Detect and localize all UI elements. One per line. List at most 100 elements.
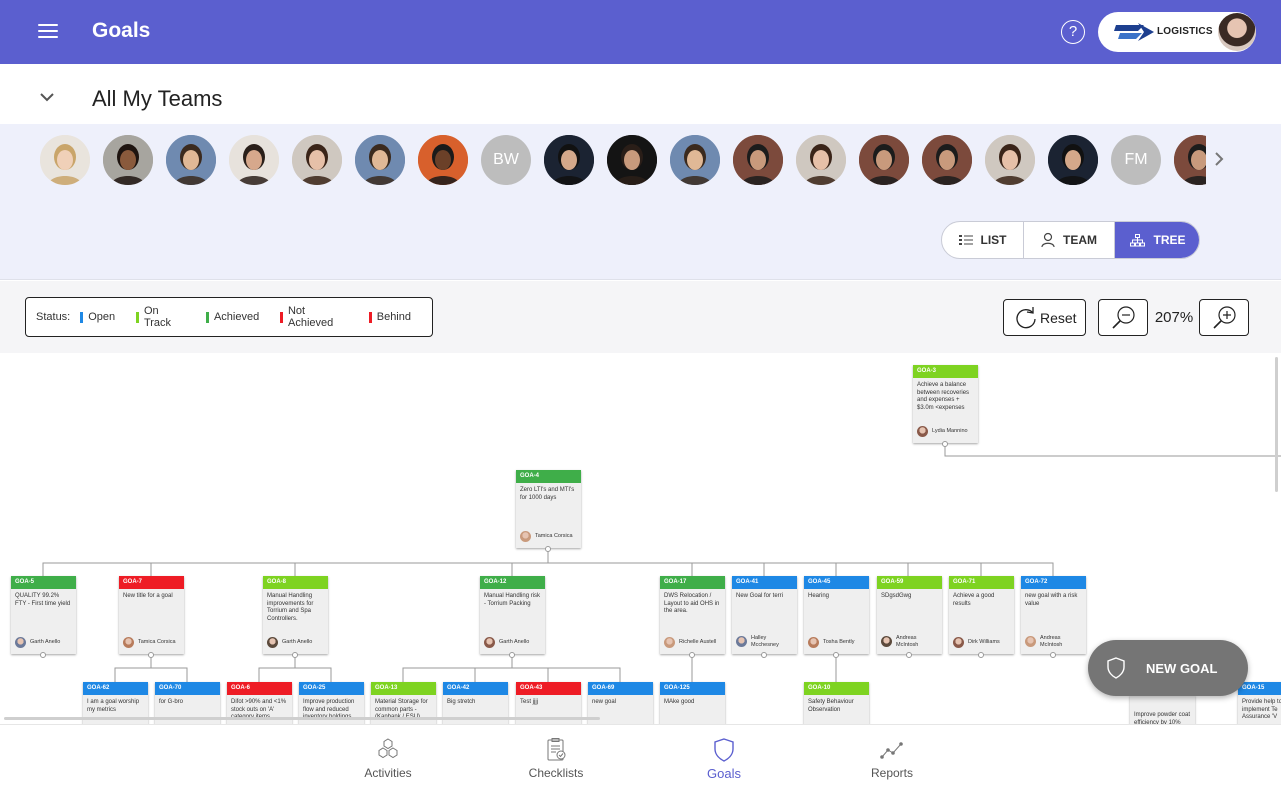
chevron-down-icon[interactable] — [38, 90, 56, 104]
zoom-out-button[interactable] — [1098, 299, 1148, 336]
team-member-avatar-initials[interactable]: BW — [481, 135, 531, 185]
owner-name: Garth Anello — [499, 639, 530, 646]
user-avatar[interactable] — [1218, 13, 1256, 51]
team-member-avatar[interactable] — [922, 135, 972, 185]
expand-node-handle[interactable] — [978, 652, 984, 658]
nav-checklists[interactable]: Checklists — [511, 737, 601, 780]
goal-card[interactable]: GOA-15 Provide help to implement Te Assur… — [1238, 682, 1281, 724]
owner-name: Richelle Austell — [679, 639, 717, 646]
menu-icon[interactable] — [38, 24, 58, 40]
goal-card[interactable]: GOA-5 QUALITY 99.2% FTY - First time yiel… — [11, 576, 76, 658]
team-member-avatar[interactable] — [1174, 135, 1206, 185]
zoom-in-button[interactable] — [1199, 299, 1249, 336]
shield-icon — [714, 738, 734, 762]
team-member-avatar[interactable] — [103, 135, 153, 185]
owner-avatar — [484, 637, 495, 648]
team-member-avatar[interactable] — [670, 135, 720, 185]
owner-avatar — [917, 426, 928, 437]
goal-owner: Dirk Williams — [953, 637, 1010, 648]
owner-name: Andreas McIntosh — [1040, 635, 1063, 648]
shield-icon — [1107, 657, 1125, 679]
goal-card[interactable]: GOA-41 New Goal for terri Halley Mcchesney — [732, 576, 797, 658]
goal-card[interactable]: GOA-3 Achieve a balance between recoverie… — [913, 365, 978, 447]
team-member-avatar[interactable] — [166, 135, 216, 185]
goal-id: GOA-4 — [516, 470, 581, 483]
team-member-avatar[interactable] — [355, 135, 405, 185]
nav-reports[interactable]: Reports — [847, 737, 937, 780]
expand-node-handle[interactable] — [292, 652, 298, 658]
goal-tree-canvas[interactable]: GOA-3 Achieve a balance between recoverie… — [0, 353, 1281, 724]
goal-card[interactable]: GOA-125 MAke good — [660, 682, 725, 724]
vertical-scrollbar[interactable] — [1275, 357, 1278, 492]
expand-node-handle[interactable] — [833, 652, 839, 658]
goal-id: GOA-72 — [1021, 576, 1086, 589]
chevron-right-icon[interactable] — [1212, 151, 1226, 167]
team-view-button[interactable]: TEAM — [1024, 222, 1115, 258]
team-member-avatar[interactable] — [418, 135, 468, 185]
list-icon — [958, 235, 973, 245]
expand-node-handle[interactable] — [761, 652, 767, 658]
tree-view-button[interactable]: TREE — [1115, 222, 1199, 258]
team-member-avatar[interactable] — [985, 135, 1035, 185]
goal-id: GOA-15 — [1238, 682, 1281, 695]
team-member-avatar[interactable] — [859, 135, 909, 185]
team-member-avatar[interactable] — [229, 135, 279, 185]
team-member-avatar[interactable] — [1048, 135, 1098, 185]
goal-card[interactable]: GOA-72 new goal with a risk value Andreas … — [1021, 576, 1086, 658]
expand-node-handle[interactable] — [148, 652, 154, 658]
goal-id: GOA-10 — [804, 682, 869, 695]
expand-node-handle[interactable] — [545, 546, 551, 552]
owner-avatar — [808, 637, 819, 648]
goal-card[interactable]: GOA-7 New title for a goal Tamica Corsica — [119, 576, 184, 658]
goal-card[interactable]: Improve powder coat efficiency by 10% ba… — [1130, 695, 1195, 724]
reset-button[interactable]: Reset — [1003, 299, 1086, 336]
page-title: Goals — [92, 19, 151, 42]
goal-card[interactable]: GOA-71 Achieve a good results Dirk William… — [949, 576, 1014, 658]
owner-avatar — [953, 637, 964, 648]
goal-card[interactable]: GOA-10 Safety Behaviour Observation — [804, 682, 869, 724]
horizontal-scrollbar[interactable] — [4, 717, 600, 720]
owner-avatar — [736, 636, 747, 647]
expand-node-handle[interactable] — [509, 652, 515, 658]
help-icon[interactable]: ? — [1061, 20, 1085, 44]
nav-goals[interactable]: Goals — [679, 737, 769, 781]
list-view-button[interactable]: LIST — [942, 222, 1024, 258]
checklist-icon — [547, 738, 566, 761]
goal-title: for G-bro — [159, 699, 184, 705]
goal-card[interactable]: GOA-70 for G-bro — [155, 682, 220, 724]
new-goal-label: NEW GOAL — [1146, 660, 1218, 676]
team-member-avatar[interactable] — [544, 135, 594, 185]
owner-avatar — [520, 531, 531, 542]
goal-card[interactable]: GOA-8 Manual Handling improvements for To… — [263, 576, 328, 658]
team-member-avatar[interactable] — [607, 135, 657, 185]
legend-item-label: Achieved — [213, 311, 260, 323]
goal-card[interactable]: GOA-4 Zero LTI's and MTI's for 1000 days T… — [516, 470, 581, 552]
team-member-avatar-initials[interactable]: FM — [1111, 135, 1161, 185]
goal-card[interactable]: GOA-45 Hearing Tosha Bently — [804, 576, 869, 658]
team-member-avatar[interactable] — [796, 135, 846, 185]
goal-card[interactable]: GOA-17 DWS Relocation / Layout to aid OHS… — [660, 576, 725, 658]
goal-card[interactable]: GOA-12 Manual Handling risk - Torrium Pac… — [480, 576, 545, 658]
goal-card[interactable]: GOA-59 SDgsdGwg Andreas McIntosh — [877, 576, 942, 658]
new-goal-button[interactable]: NEW GOAL — [1088, 640, 1248, 696]
goal-id: GOA-7 — [119, 576, 184, 589]
legend-item: Achieved — [205, 311, 260, 323]
expand-node-handle[interactable] — [942, 441, 948, 447]
goal-owner: Lydia Mannino — [917, 426, 974, 437]
expand-node-handle[interactable] — [906, 652, 912, 658]
org-switcher[interactable]: LOGISTICS — [1098, 12, 1256, 52]
list-view-label: LIST — [980, 233, 1007, 247]
goal-title: new goal — [592, 699, 617, 705]
nav-activities[interactable]: Activities — [343, 737, 433, 780]
legend-item: Open — [80, 311, 115, 323]
team-member-avatar[interactable] — [40, 135, 90, 185]
zoom-in-icon — [1213, 306, 1236, 329]
owner-avatar — [15, 637, 26, 648]
goal-title: New Goal for terri — [736, 593, 784, 599]
team-member-avatar[interactable] — [733, 135, 783, 185]
goal-owner: Garth Anello — [484, 637, 541, 648]
expand-node-handle[interactable] — [689, 652, 695, 658]
team-member-avatar[interactable] — [292, 135, 342, 185]
expand-node-handle[interactable] — [40, 652, 46, 658]
expand-node-handle[interactable] — [1050, 652, 1056, 658]
